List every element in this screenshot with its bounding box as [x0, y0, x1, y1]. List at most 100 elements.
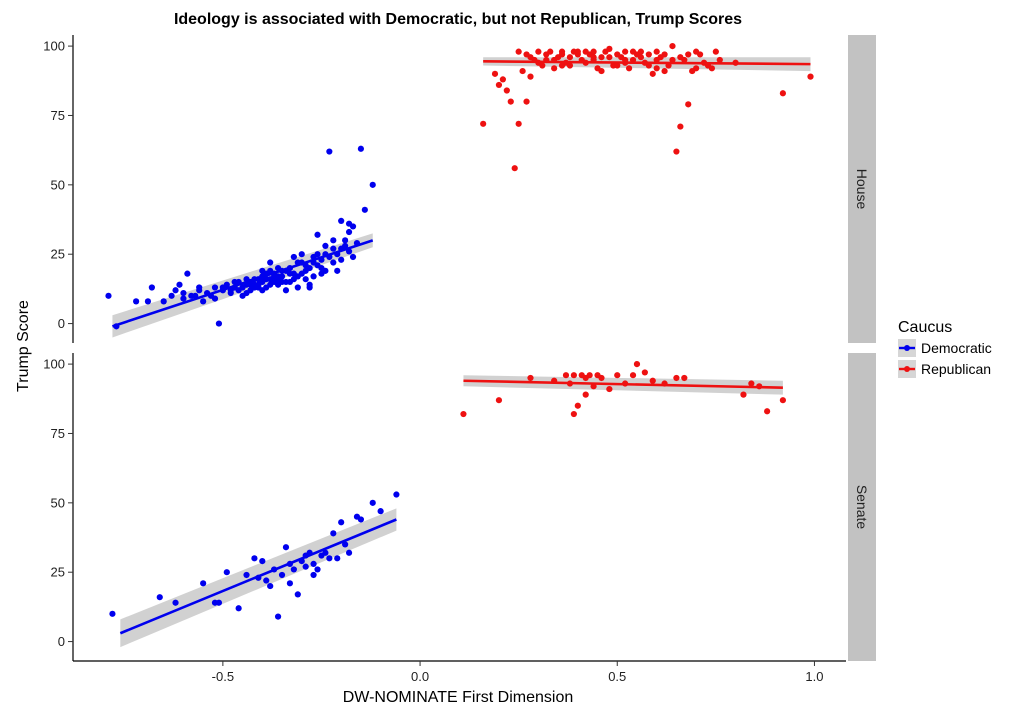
- data-point: [310, 273, 317, 280]
- data-point: [689, 67, 696, 75]
- legend: Caucus Democratic Republican: [898, 319, 992, 378]
- data-point: [231, 278, 238, 286]
- panel-house: 0 25 50 75 100 House: [43, 35, 876, 343]
- data-point: [503, 87, 510, 94]
- data-point: [263, 577, 270, 584]
- y-tick-label: 50: [51, 177, 65, 192]
- data-point: [326, 555, 333, 562]
- y-tick-label: 0: [58, 634, 65, 649]
- data-point: [302, 276, 309, 283]
- data-point: [314, 231, 321, 238]
- data-point: [764, 408, 771, 415]
- data-point: [306, 284, 313, 291]
- data-point: [235, 605, 242, 612]
- data-point: [558, 62, 566, 69]
- data-point: [211, 295, 219, 302]
- data-point: [570, 372, 577, 379]
- data-point: [243, 289, 250, 297]
- data-point: [657, 54, 664, 61]
- data-point: [748, 380, 755, 387]
- series-democratic: [109, 491, 400, 648]
- panels: 0 25 50 75 100 House 0 25 50 75 100 Senate -0.5 0.0 0.…: [43, 35, 876, 684]
- data-point: [286, 580, 294, 587]
- trend-line: [112, 239, 374, 328]
- data-point: [318, 264, 325, 272]
- legend-key-point: [904, 345, 910, 351]
- data-point: [259, 558, 266, 565]
- data-point: [290, 566, 297, 573]
- data-point: [330, 245, 337, 252]
- data-point: [582, 391, 589, 398]
- data-point: [278, 571, 286, 579]
- data-point: [495, 81, 503, 89]
- data-point: [681, 374, 688, 382]
- y-tick-label: 0: [58, 316, 65, 331]
- data-point: [334, 555, 341, 562]
- data-point: [574, 48, 581, 55]
- trend-line: [463, 379, 783, 389]
- data-point: [310, 571, 317, 579]
- data-point: [507, 98, 514, 105]
- data-point: [369, 499, 376, 506]
- data-point: [282, 544, 290, 551]
- data-point: [515, 48, 522, 55]
- data-point: [196, 284, 203, 291]
- data-point: [693, 48, 700, 55]
- data-point: [322, 242, 329, 249]
- data-point: [357, 516, 365, 523]
- data-point: [677, 54, 684, 61]
- data-point: [633, 360, 641, 368]
- data-point: [223, 569, 230, 576]
- data-point: [338, 256, 345, 263]
- data-point: [685, 51, 692, 58]
- data-point: [251, 555, 258, 562]
- data-point: [160, 298, 167, 305]
- data-point: [551, 65, 558, 72]
- data-point: [133, 298, 140, 305]
- data-point: [598, 374, 605, 382]
- panel-senate: 0 25 50 75 100 Senate -0.5 0.0 0.5 1.0: [43, 353, 876, 684]
- data-point: [314, 566, 321, 573]
- data-point: [716, 56, 723, 64]
- data-point: [215, 599, 223, 606]
- data-point: [274, 264, 282, 272]
- series-republican: [480, 42, 814, 172]
- data-point: [267, 259, 274, 266]
- data-point: [779, 397, 786, 404]
- data-point: [393, 491, 400, 498]
- data-point: [338, 217, 345, 225]
- data-point: [267, 582, 274, 590]
- strip-label: House: [854, 169, 870, 210]
- y-tick-label: 100: [43, 357, 65, 372]
- data-point: [294, 273, 301, 280]
- x-axis-title: DW-NOMINATE First Dimension: [343, 689, 574, 706]
- data-point: [460, 410, 467, 418]
- x-tick-label: -0.5: [212, 669, 234, 684]
- y-tick-label: 25: [51, 565, 65, 580]
- strip-label: Senate: [854, 485, 870, 530]
- data-point: [527, 73, 534, 80]
- data-point: [267, 276, 274, 283]
- data-point: [614, 372, 621, 379]
- data-point: [342, 237, 349, 244]
- data-point: [708, 65, 716, 72]
- data-point: [290, 253, 297, 261]
- data-point: [148, 284, 155, 291]
- data-point: [342, 242, 349, 249]
- data-point: [535, 48, 542, 55]
- data-point: [574, 402, 581, 409]
- data-point: [338, 519, 345, 526]
- data-point: [527, 374, 534, 382]
- data-point: [156, 594, 163, 601]
- data-point: [310, 560, 317, 567]
- data-point: [499, 76, 506, 83]
- data-point: [590, 48, 597, 55]
- data-point: [673, 148, 680, 155]
- data-point: [523, 98, 530, 105]
- data-point: [495, 397, 503, 404]
- trend-line: [483, 60, 811, 66]
- data-point: [625, 65, 633, 72]
- data-point: [180, 295, 187, 302]
- data-point: [712, 48, 719, 55]
